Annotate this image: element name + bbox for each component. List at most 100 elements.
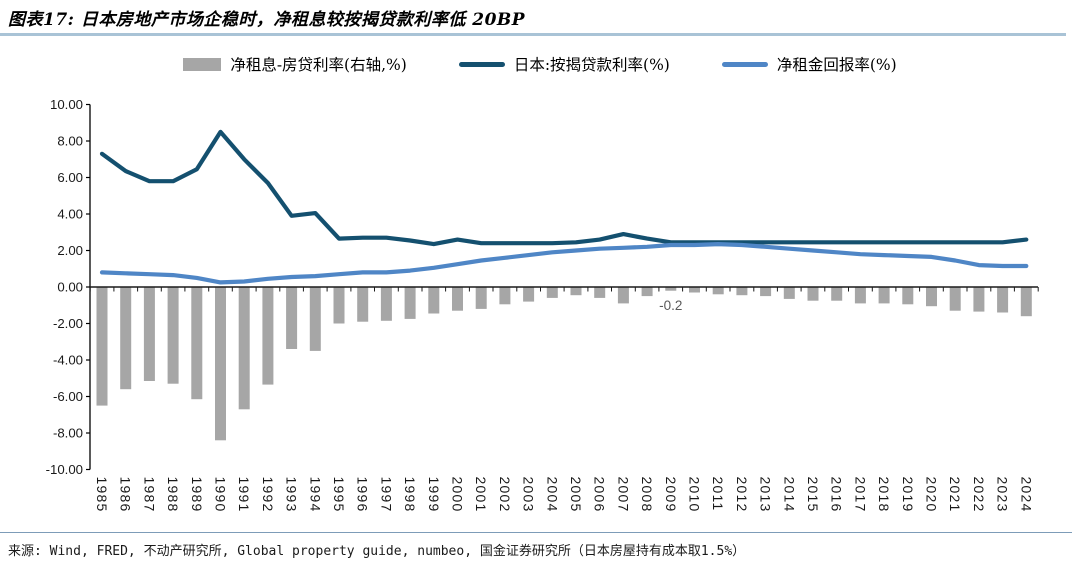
bar (380, 287, 392, 321)
x-axis-label: 2014 (781, 477, 797, 513)
bar (191, 287, 203, 400)
bar (594, 287, 606, 298)
legend-label: 净租金回报率(%) (776, 56, 897, 74)
x-axis-label: 1991 (236, 477, 252, 513)
source-note: 来源: Wind, FRED, 不动产研究所, Global property … (8, 544, 746, 559)
bar (878, 287, 890, 304)
x-axis-label: 2021 (947, 477, 963, 513)
x-axis-label: 1996 (355, 477, 371, 513)
bar (167, 287, 179, 384)
bar (783, 287, 795, 299)
bar (831, 287, 843, 301)
x-axis-label: 2006 (592, 477, 608, 513)
x-axis-label: 2007 (615, 477, 631, 513)
x-axis-label: 2011 (710, 477, 726, 512)
x-axis-label: 2017 (852, 477, 868, 513)
bar (546, 287, 558, 298)
bar (902, 287, 914, 305)
line-series (99, 242, 1029, 285)
x-axis-label: 2018 (876, 477, 892, 513)
bar-swatch-icon (183, 57, 222, 71)
footer-divider (0, 532, 1072, 533)
bar (736, 287, 748, 296)
bar (452, 287, 463, 311)
bar (807, 287, 819, 301)
legend-item-rental-yield: 净租金回报率(%) (721, 53, 897, 75)
bar (475, 287, 487, 309)
x-axis-label: 2010 (687, 477, 703, 513)
line-swatch-icon (721, 61, 768, 67)
y-axis-label: 8.00 (57, 134, 83, 149)
bar (665, 287, 677, 291)
bar (96, 287, 108, 406)
bar (428, 287, 440, 314)
page-title: 图表17: 日本房地产市场企稳时，净租息较按揭贷款利率低 20BP (8, 10, 526, 30)
bar (286, 287, 298, 349)
x-axis-label: 1985 (94, 477, 110, 513)
y-axis-label: 6.00 (57, 170, 83, 185)
bar (617, 287, 629, 304)
x-axis-label: 1987 (141, 477, 157, 513)
bar (1020, 287, 1032, 317)
bar (499, 287, 511, 305)
x-axis-label: 1992 (260, 477, 276, 513)
legend-label: 净租息-房贷利率(右轴,%) (230, 56, 407, 74)
bar (854, 287, 866, 304)
line-swatch-icon (458, 61, 505, 67)
x-axis-label: 2004 (544, 477, 560, 513)
y-axis-label: 10.00 (50, 97, 83, 112)
x-axis-label: 1998 (402, 477, 418, 513)
x-axis-label: 2024 (1018, 477, 1034, 513)
bar (926, 287, 937, 307)
x-axis-label: 2008 (639, 477, 655, 513)
line-series (99, 129, 1029, 247)
bar (120, 287, 132, 390)
bar (262, 287, 274, 385)
x-axis-label: 1993 (284, 477, 300, 513)
bar (404, 287, 416, 319)
x-axis-label: 2000 (450, 477, 466, 513)
bar (215, 287, 226, 441)
bar (641, 287, 653, 297)
x-axis-label: 1989 (189, 477, 205, 513)
bar (689, 287, 700, 293)
bar (143, 287, 155, 381)
x-axis-label: 2023 (995, 477, 1011, 513)
x-axis-label: 2022 (971, 477, 987, 513)
y-axis-label: -10.00 (46, 462, 83, 477)
x-axis-label: 2002 (497, 477, 513, 513)
title-divider (0, 33, 1066, 36)
bar (973, 287, 985, 312)
combo-chart: 10.00 8.00 6.00 4.00 2.00 0.00 -2.00 -4.00 -6.00… (46, 97, 1039, 513)
x-axis-label: 2001 (473, 477, 489, 513)
legend-label: 日本:按揭贷款利率(%) (513, 56, 670, 74)
bar (523, 287, 535, 302)
legend-item-spread: 净租息-房贷利率(右轴,%) (183, 53, 407, 75)
x-axis-label: 2019 (900, 477, 916, 513)
bar (357, 287, 369, 322)
y-axis-label: 2.00 (57, 243, 83, 258)
bar (712, 287, 724, 295)
x-axis-label: 2015 (805, 477, 821, 513)
bar (570, 287, 582, 296)
y-axis-label: 4.00 (57, 207, 83, 222)
x-axis-label: 2016 (829, 477, 845, 513)
y-axis-label: -6.00 (53, 389, 83, 404)
bar (238, 287, 250, 410)
x-axis-label: 2013 (758, 477, 774, 513)
chart-legend: 净租息-房贷利率(右轴,%) 日本:按揭贷款利率(%) 净租金回报率(%) (0, 53, 1080, 75)
x-axis-label: 2020 (924, 477, 940, 513)
x-axis-label: 1997 (378, 477, 394, 513)
y-axis-label: -8.00 (53, 426, 83, 441)
x-axis-label: 1990 (213, 477, 229, 513)
x-axis-label: 2009 (663, 477, 679, 513)
x-axis-label: 2003 (521, 477, 537, 513)
x-axis-label: 1995 (331, 477, 347, 513)
y-axis-label: -4.00 (53, 353, 83, 368)
data-label: -0.2 (659, 298, 682, 313)
bar (949, 287, 961, 311)
x-axis-label: 2012 (734, 477, 750, 513)
x-axis-label: 1994 (307, 477, 323, 513)
bar (333, 287, 345, 324)
bar (997, 287, 1009, 313)
